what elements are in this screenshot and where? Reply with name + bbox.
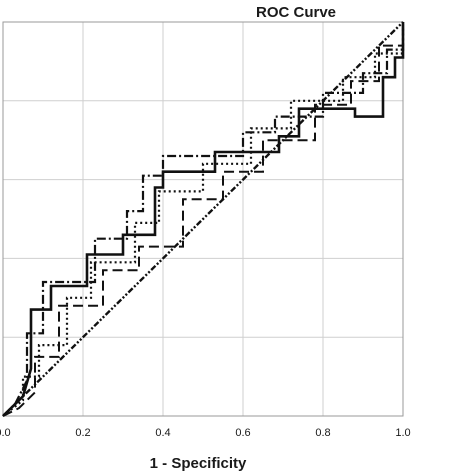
series-layer: [2, 21, 405, 417]
series-line-dash-dot-dot: [2, 21, 404, 417]
x-tick-label: 1.0: [395, 427, 410, 439]
series-line-dash-dot: [2, 22, 405, 417]
x-tick-label: 0.4: [155, 427, 170, 439]
x-tick-label: 0.2: [75, 427, 90, 439]
x-tick-label: 0.6: [235, 427, 250, 439]
x-axis-label: 1 - Specificity: [150, 455, 247, 472]
x-tick-label: 0.8: [315, 427, 330, 439]
x-tick-label: 0.0: [0, 427, 11, 439]
x-tick-labels: 0.0 0.2 0.4 0.6 0.8 1.0: [0, 427, 411, 439]
series-line-long-dash: [2, 22, 404, 417]
series-line-dotted: [2, 22, 405, 417]
series-line-solid: [2, 22, 405, 417]
plot-frame: [2, 21, 404, 417]
chart-title: ROC Curve: [256, 4, 336, 21]
